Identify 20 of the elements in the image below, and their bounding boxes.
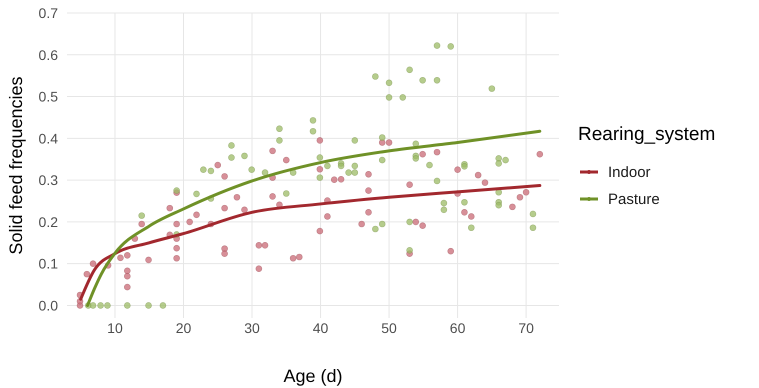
y-tick-label: 0.5 <box>38 88 58 105</box>
x-tick-label: 10 <box>107 320 123 336</box>
y-tick-label: 0.3 <box>38 172 58 188</box>
x-tick-label: 70 <box>518 320 534 336</box>
y-axis-title: Solid feed frequencies <box>6 76 26 255</box>
legend-label: Indoor <box>608 164 651 181</box>
x-tick-label: 50 <box>381 320 398 336</box>
x-tick-label: 60 <box>450 320 466 336</box>
x-tick-label: 40 <box>312 320 329 336</box>
y-tick-label: 0.2 <box>38 214 58 230</box>
legend-title: Rearing_system <box>578 124 716 145</box>
y-tick-label: 0.1 <box>38 256 58 272</box>
y-tick-label: 0.0 <box>38 297 58 314</box>
legend-label: Pasture <box>608 191 660 208</box>
x-axis-title: Age (d) <box>283 366 343 386</box>
y-tick-label: 0.7 <box>38 5 58 21</box>
x-tick-label: 30 <box>244 320 260 336</box>
x-tick-label: 20 <box>176 320 192 336</box>
y-tick-label: 0.6 <box>38 46 58 63</box>
y-tick-label: 0.4 <box>38 130 58 146</box>
